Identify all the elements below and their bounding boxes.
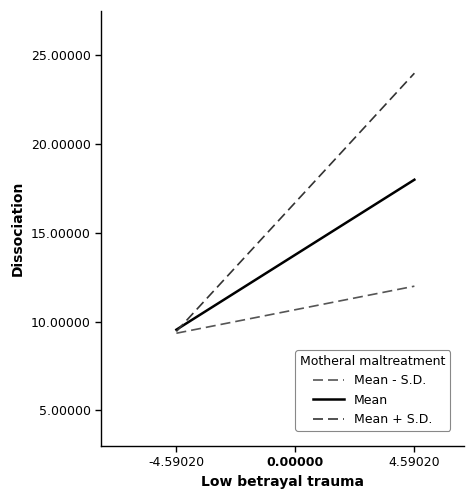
Legend: Mean - S.D., Mean, Mean + S.D.: Mean - S.D., Mean, Mean + S.D. xyxy=(295,350,450,431)
Y-axis label: Dissociation: Dissociation xyxy=(11,181,25,276)
X-axis label: Low betrayal trauma: Low betrayal trauma xyxy=(201,475,364,489)
